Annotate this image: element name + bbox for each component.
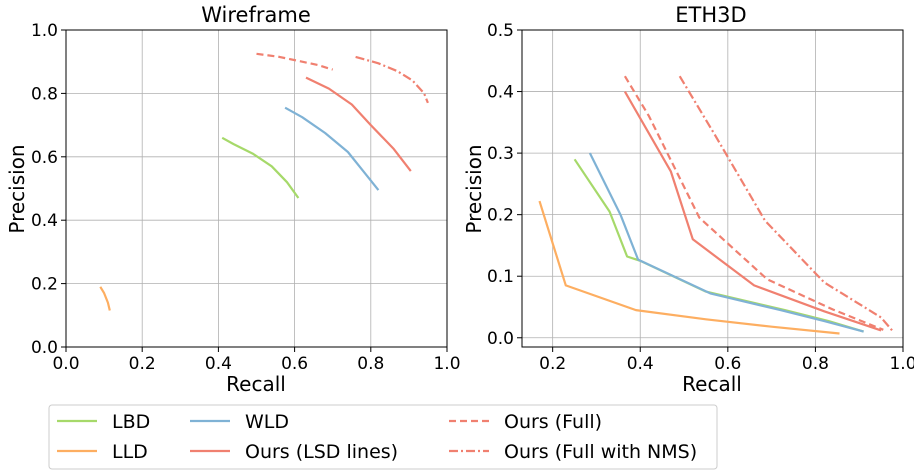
eth3d-series-wld xyxy=(588,152,864,333)
eth3d-xtick-label: 0.6 xyxy=(714,354,741,374)
eth3d-ticks: 0.2 0.4 0.6 0.8 1.0 0.0 0.1 0.2 0.3 0.4 0.5 xyxy=(487,21,914,374)
eth3d-xtick-label: 0.2 xyxy=(539,354,566,374)
wireframe-series-wld xyxy=(284,106,380,191)
wireframe-chart: Wireframe 0.0 0.2 0.4 0.6 0.8 1.0 0.0 0.2 0.4 0.6… xyxy=(5,3,461,396)
eth3d-ytick-label: 0.0 xyxy=(487,329,514,349)
wireframe-title: Wireframe xyxy=(201,3,311,27)
wireframe-series-ours-lsd-lines xyxy=(305,76,412,172)
eth3d-ytick-label: 0.2 xyxy=(487,206,514,226)
wireframe-xtick-label: 0.2 xyxy=(129,354,156,374)
wireframe-ytick-label: 1.0 xyxy=(31,21,58,41)
eth3d-series xyxy=(538,75,893,335)
eth3d-chart: ETH3D 0.2 0.4 0.6 0.8 1.00.00.10.20.30.40.5 … xyxy=(462,3,914,396)
wireframe-xtick-label: 1.0 xyxy=(433,354,460,374)
eth3d-xtick-label: 0.8 xyxy=(802,354,829,374)
wireframe-series xyxy=(99,52,429,311)
eth3d-plot-frame xyxy=(521,29,904,348)
wireframe-plot-frame xyxy=(65,29,448,348)
legend-label-lld: LLD xyxy=(112,441,148,463)
wireframe-series-ours-full xyxy=(256,52,334,71)
legend-label-ours-lsd-lines: Ours (LSD lines) xyxy=(245,441,398,463)
eth3d-xtick-label: 1.0 xyxy=(889,354,914,374)
eth3d-series-ours-full xyxy=(623,75,884,331)
eth3d-ylabel: Precision xyxy=(462,144,486,233)
wireframe-ytick-label: 0.2 xyxy=(31,275,58,295)
legend-label-lbd: LBD xyxy=(112,411,150,433)
wireframe-series-ours-full-with-nms xyxy=(355,55,429,104)
eth3d-xtick-label: 0.4 xyxy=(627,354,654,374)
wireframe-ytick-label: 0.4 xyxy=(31,211,58,231)
wireframe-ytick-label: 0.8 xyxy=(31,84,58,104)
eth3d-series-ours-lsd-lines xyxy=(623,91,882,332)
eth3d-series-lld xyxy=(538,200,840,335)
eth3d-ytick-label: 0.4 xyxy=(487,83,514,103)
wireframe-ytick-label: 0.0 xyxy=(31,338,58,358)
wireframe-series-lbd xyxy=(221,136,300,199)
wireframe-grid xyxy=(65,29,448,348)
eth3d-ytick-label: 0.1 xyxy=(487,267,514,287)
wireframe-xtick-label: 0.4 xyxy=(205,354,232,374)
legend-label-ours-full-with-nms: Ours (Full with NMS) xyxy=(504,441,697,463)
wireframe-xtick-label: 0.0 xyxy=(52,354,79,374)
legend: LBD LLD WLD Ours (LSD lines) Ours (Full) Ours… xyxy=(48,404,718,470)
wireframe-series-lld xyxy=(99,286,111,311)
wireframe-ytick-label: 0.6 xyxy=(31,148,58,168)
eth3d-ytick-label: 0.5 xyxy=(487,21,514,41)
legend-label-ours-full: Ours (Full) xyxy=(504,411,602,433)
eth3d-title: ETH3D xyxy=(675,3,746,27)
wireframe-xlabel: Recall xyxy=(226,372,286,396)
wireframe-xtick-label: 0.8 xyxy=(357,354,384,374)
legend-label-wld: WLD xyxy=(245,411,289,433)
eth3d-ytick-label: 0.3 xyxy=(487,144,514,164)
eth3d-series-lbd xyxy=(573,158,864,333)
wireframe-xtick-label: 0.6 xyxy=(281,354,308,374)
eth3d-grid xyxy=(522,29,904,347)
eth3d-series-ours-full-with-nms xyxy=(678,75,893,332)
wireframe-ticks: 0.0 0.2 0.4 0.6 0.8 1.0 0.0 0.2 0.4 0.6 0.8 1.0 xyxy=(31,21,461,374)
wireframe-ylabel: Precision xyxy=(5,144,29,233)
eth3d-xlabel: Recall xyxy=(682,372,742,396)
